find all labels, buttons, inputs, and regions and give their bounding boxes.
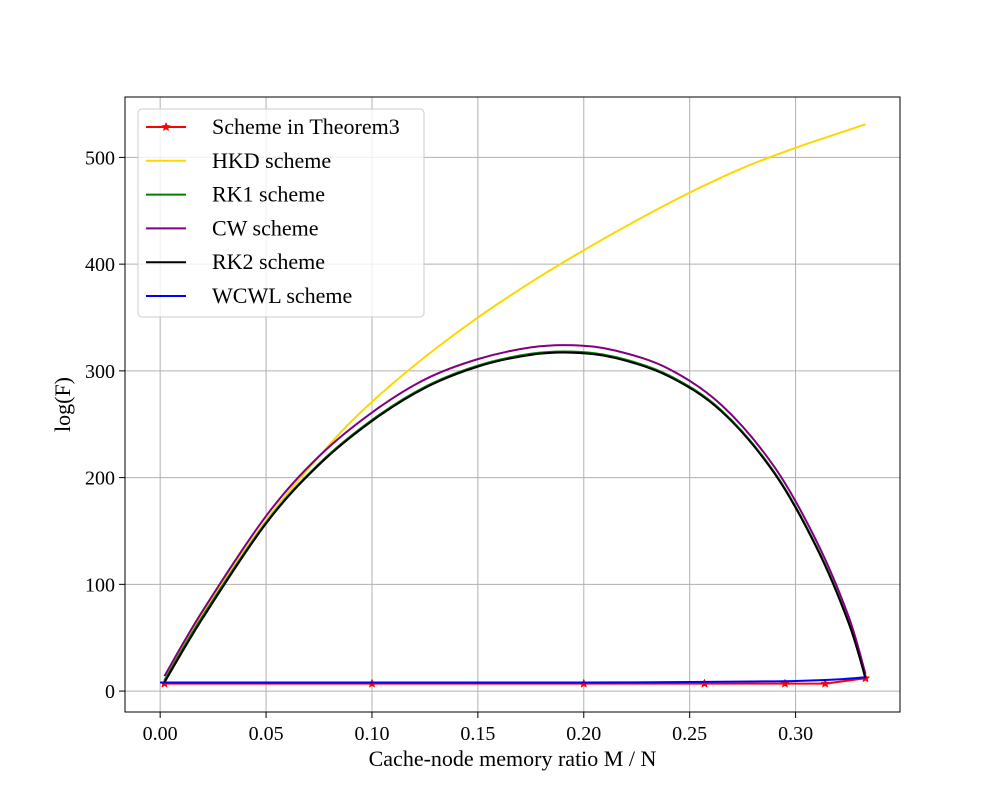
data-point	[820, 678, 831, 688]
legend-label: CW scheme	[212, 215, 319, 240]
series-line	[160, 676, 866, 684]
series-line	[163, 123, 866, 681]
y-tick-label: 400	[85, 254, 115, 276]
legend-item: Scheme in Theorem3	[146, 114, 400, 139]
series-4	[163, 351, 867, 684]
legend: Scheme in Theorem3 HKD scheme RK1 scheme CW…	[137, 108, 425, 318]
x-axis-label: Cache-node memory ratio M / N	[369, 746, 657, 771]
legend-label: RK1 scheme	[212, 182, 325, 207]
legend-label: RK2 scheme	[212, 249, 325, 274]
legend-item: RK1 scheme	[146, 182, 325, 207]
y-tick-label: 0	[105, 681, 115, 703]
y-tick-label: 200	[85, 468, 115, 490]
y-axis: 0 100 200 300 400 500	[85, 147, 125, 703]
legend-item: WCWL scheme	[146, 283, 352, 308]
legend-label: Scheme in Theorem3	[212, 114, 400, 139]
legend-item: HKD scheme	[146, 148, 331, 173]
series-line	[163, 351, 867, 684]
y-tick-label: 300	[85, 361, 115, 383]
x-tick-label: 0.10	[354, 723, 389, 745]
series-5	[160, 676, 866, 684]
x-tick-label: 0.20	[566, 723, 601, 745]
legend-item: RK2 scheme	[146, 249, 325, 274]
legend-marker	[161, 121, 171, 132]
series-line	[163, 344, 867, 677]
series-3	[163, 344, 867, 677]
y-axis-label: log(F)	[50, 377, 75, 432]
legend-label: HKD scheme	[212, 148, 331, 173]
series-layer	[159, 123, 871, 688]
y-tick-label: 500	[85, 147, 115, 169]
x-tick-label: 0.25	[672, 723, 707, 745]
x-tick-label: 0.15	[460, 723, 495, 745]
x-axis: 0.00 0.05 0.10 0.15 0.20 0.25 0.30	[143, 712, 813, 745]
plot-frame	[124, 96, 901, 713]
legend-item: CW scheme	[146, 215, 319, 240]
legend-box	[137, 108, 425, 318]
legend-label: WCWL scheme	[212, 283, 352, 308]
x-tick-label: 0.05	[249, 723, 284, 745]
x-tick-label: 0.30	[778, 723, 813, 745]
series-1	[163, 123, 866, 681]
x-tick-label: 0.00	[143, 723, 178, 745]
y-tick-label: 100	[85, 574, 115, 596]
